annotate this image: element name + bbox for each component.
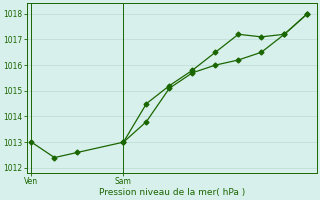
X-axis label: Pression niveau de la mer( hPa ): Pression niveau de la mer( hPa ) [99,188,245,197]
